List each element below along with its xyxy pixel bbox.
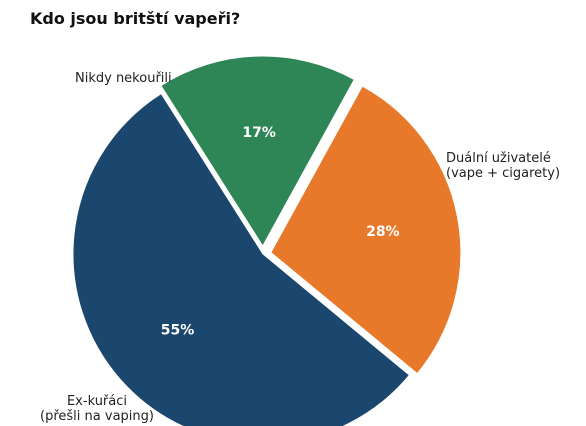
category-label-line: (vape + cigarety) xyxy=(446,166,560,181)
percent-label-1: 55% xyxy=(161,322,195,338)
pie-slices xyxy=(72,55,462,426)
category-label-1: Ex-kuřáci (přešli na vaping) xyxy=(40,394,154,424)
percent-labels: 28% 55% 17% xyxy=(161,125,400,338)
category-labels: Duální uživatelé (vape + cigarety) Ex-kuřá… xyxy=(40,71,560,424)
category-label-line: (přešli na vaping) xyxy=(40,409,154,424)
pie-slice-2 xyxy=(160,55,355,247)
category-label-0: Duální uživatelé (vape + cigarety) xyxy=(446,151,560,181)
category-label-line: Duální uživatelé xyxy=(446,151,551,166)
pie-slice-0 xyxy=(270,85,462,375)
percent-label-0: 28% xyxy=(366,224,400,240)
category-label-line: Ex-kuřáci xyxy=(67,394,127,409)
pie-slice-1 xyxy=(72,92,411,426)
category-label-2: Nikdy nekouřili xyxy=(75,71,172,86)
chart-title: Kdo jsou britští vapeři? xyxy=(30,9,241,28)
percent-label-2: 17% xyxy=(242,125,276,141)
category-label-line: Nikdy nekouřili xyxy=(75,71,172,86)
